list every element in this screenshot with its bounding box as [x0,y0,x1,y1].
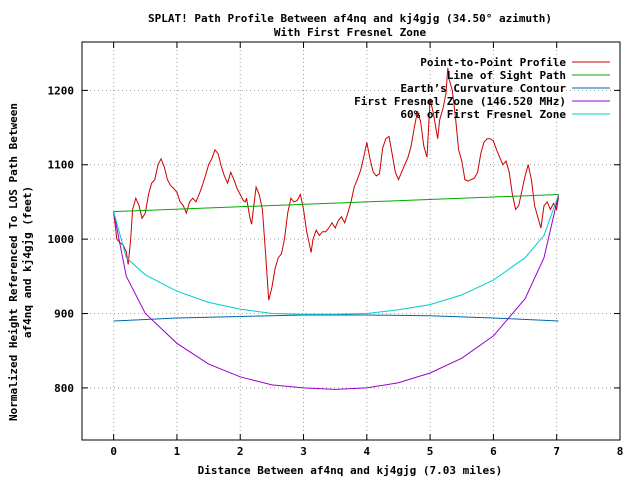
y-axis-label-line2: af4nq and kj4gjg (feet) [21,186,34,338]
series-line-0 [113,67,560,301]
y-tick-label: 1000 [48,233,75,246]
series-line-3 [113,194,560,390]
x-tick-label: 8 [617,445,624,458]
x-axis-label: Distance Between af4nq and kj4gjg (7.03 … [198,464,503,477]
chart-subtitle: With First Fresnel Zone [274,26,427,39]
chart-title: SPLAT! Path Profile Between af4nq and kj… [148,12,552,25]
plot-border [81,41,621,441]
legend-label: Point-to-Point Profile [420,56,566,69]
series-line-2 [113,314,559,322]
legend-label: Earth’s Curvature Contour [400,82,566,95]
legend-label: 60% of First Fresnel Zone [400,108,566,121]
y-tick-label: 900 [54,308,74,321]
legend-label: First Fresnel Zone (146.520 MHz) [354,95,566,108]
x-tick-label: 7 [553,445,560,458]
series-line-1 [113,194,559,213]
x-tick-label: 5 [427,445,434,458]
y-tick-label: 1100 [48,159,75,172]
series-group [113,67,560,390]
series-line-4 [113,194,560,315]
y-axis-ticks: 800 900 1000 1100 1200 [48,84,620,395]
axes [81,41,621,441]
x-tick-label: 2 [237,445,244,458]
x-tick-label: 6 [490,445,497,458]
x-tick-label: 1 [174,445,181,458]
y-tick-label: 1200 [48,84,75,97]
x-tick-label: 0 [110,445,117,458]
legend-label: Line of Sight Path [447,69,566,82]
y-tick-label: 800 [54,382,74,395]
x-axis-ticks: 0 1 2 3 4 5 6 7 8 [110,42,623,458]
x-tick-label: 3 [300,445,307,458]
y-axis-label-line1: Normalized Height Referenced To LOS Path… [7,103,20,421]
x-tick-label: 4 [364,445,371,458]
